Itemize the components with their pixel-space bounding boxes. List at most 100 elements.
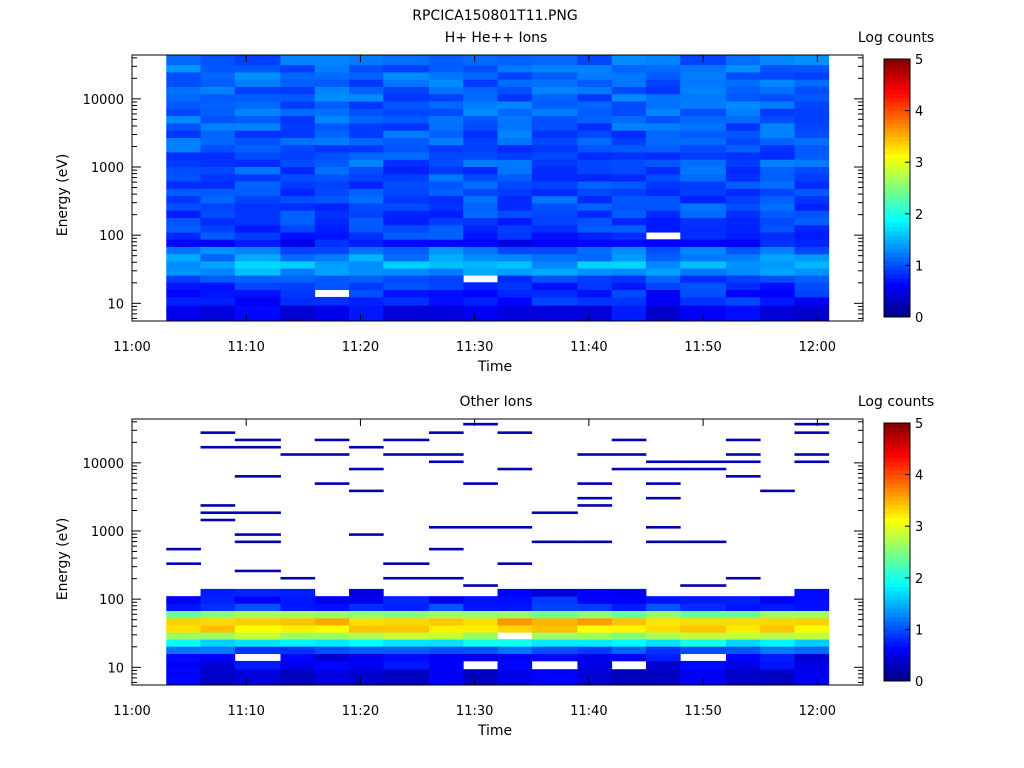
heatmap-cell — [314, 232, 350, 240]
heatmap-cell — [497, 660, 533, 670]
heatmap-cell — [234, 632, 281, 640]
heatmap-cell — [234, 511, 281, 515]
y-tick-label: 100 — [99, 229, 124, 244]
colorbar-segment — [884, 500, 910, 506]
heatmap-cell — [760, 130, 795, 138]
heatmap-cell — [349, 130, 384, 138]
heatmap-cell — [725, 72, 761, 80]
heatmap-cell — [166, 253, 201, 262]
heatmap-cell — [611, 296, 647, 306]
heatmap-cell — [725, 617, 761, 626]
heatmap-cell — [200, 232, 236, 240]
heatmap-cell — [725, 55, 761, 66]
heatmap-cell — [577, 144, 613, 153]
heatmap-cell — [611, 289, 647, 298]
heatmap-cell — [314, 669, 350, 686]
heatmap-cell — [280, 305, 316, 322]
heatmap-cell — [760, 625, 795, 633]
heatmap-cell — [497, 93, 533, 102]
heatmap-cell — [531, 181, 578, 189]
colorbar-segment — [884, 440, 910, 445]
heatmap-cell — [760, 115, 795, 124]
heatmap-cell — [349, 195, 384, 204]
heatmap-cell — [200, 144, 236, 153]
heatmap-cell — [314, 282, 350, 291]
heatmap-cell — [645, 632, 681, 640]
heatmap-cell — [428, 173, 464, 182]
heatmap-cell — [497, 79, 533, 87]
heatmap-cell — [611, 130, 647, 138]
heatmap-cell — [280, 188, 316, 197]
heatmap-cell — [234, 445, 281, 449]
colorbar-segment — [884, 642, 910, 648]
heatmap-cell — [725, 137, 761, 146]
colorbar-segment — [884, 521, 910, 527]
heatmap-cell — [383, 217, 430, 226]
colorbar-segment — [884, 183, 910, 189]
heatmap-cell — [428, 130, 464, 138]
heatmap-cell — [314, 195, 350, 204]
heatmap-cell — [428, 166, 464, 175]
heatmap-cell — [497, 525, 533, 529]
heatmap-cell — [725, 625, 761, 633]
heatmap-cell — [577, 617, 613, 626]
heatmap-cell — [234, 268, 281, 276]
heatmap-cell — [577, 232, 613, 240]
colorbar-tick-label: 4 — [915, 105, 923, 120]
heatmap-cell — [794, 64, 830, 73]
heatmap-cell — [497, 596, 533, 604]
heatmap-cell — [383, 246, 430, 255]
heatmap-cell — [200, 669, 236, 686]
heatmap-cell — [349, 603, 384, 611]
heatmap-cell — [760, 93, 795, 102]
heatmap-cell — [428, 268, 464, 276]
colorbar-segment — [884, 470, 910, 476]
heatmap-cell — [577, 86, 613, 95]
heatmap-cell — [645, 617, 681, 626]
heatmap-cell — [383, 268, 430, 276]
heatmap-cell — [794, 79, 830, 87]
heatmap-cell — [611, 210, 647, 218]
heatmap-cell — [383, 438, 430, 442]
heatmap-cell — [725, 576, 761, 580]
heatmap-cell — [725, 188, 761, 197]
colorbar-segment — [884, 162, 910, 167]
colorbar-label: Log counts — [858, 394, 934, 410]
heatmap-cell — [725, 268, 761, 276]
heatmap-cell — [280, 239, 316, 247]
heatmap-cell — [577, 217, 613, 226]
heatmap-cell — [497, 261, 533, 269]
heatmap-cell — [234, 108, 281, 117]
heatmap-cell — [166, 144, 201, 153]
heatmap-cell — [531, 632, 578, 640]
heatmap-cell — [383, 282, 430, 291]
heatmap-cell — [577, 653, 613, 662]
heatmap-cell — [531, 239, 578, 247]
heatmap-cell — [383, 289, 430, 298]
heatmap-cell — [200, 115, 236, 124]
heatmap-cell — [234, 246, 281, 255]
heatmap-cell — [611, 166, 647, 175]
heatmap-cell — [314, 159, 350, 168]
heatmap-cell — [234, 72, 281, 80]
heatmap-cell — [725, 253, 761, 262]
heatmap-cell — [645, 261, 681, 269]
x-tick-label: 11:40 — [570, 340, 607, 355]
heatmap-cell — [280, 603, 316, 611]
heatmap-cell — [200, 610, 236, 619]
heatmap-cell — [234, 596, 281, 604]
heatmap-cell — [280, 617, 316, 626]
heatmap-cell — [577, 669, 613, 686]
heatmap-cell — [234, 261, 281, 269]
heatmap-cell — [280, 632, 316, 640]
heatmap-cell — [497, 55, 533, 66]
heatmap-cell — [349, 268, 384, 276]
heatmap-cell — [383, 64, 430, 73]
heatmap-cell — [314, 144, 350, 153]
heatmap-cell — [680, 603, 727, 611]
heatmap-cell — [383, 596, 430, 604]
heatmap-cell — [200, 79, 236, 87]
heatmap-cell — [725, 122, 761, 131]
heatmap-cell — [725, 217, 761, 226]
heatmap-cell — [234, 232, 281, 240]
